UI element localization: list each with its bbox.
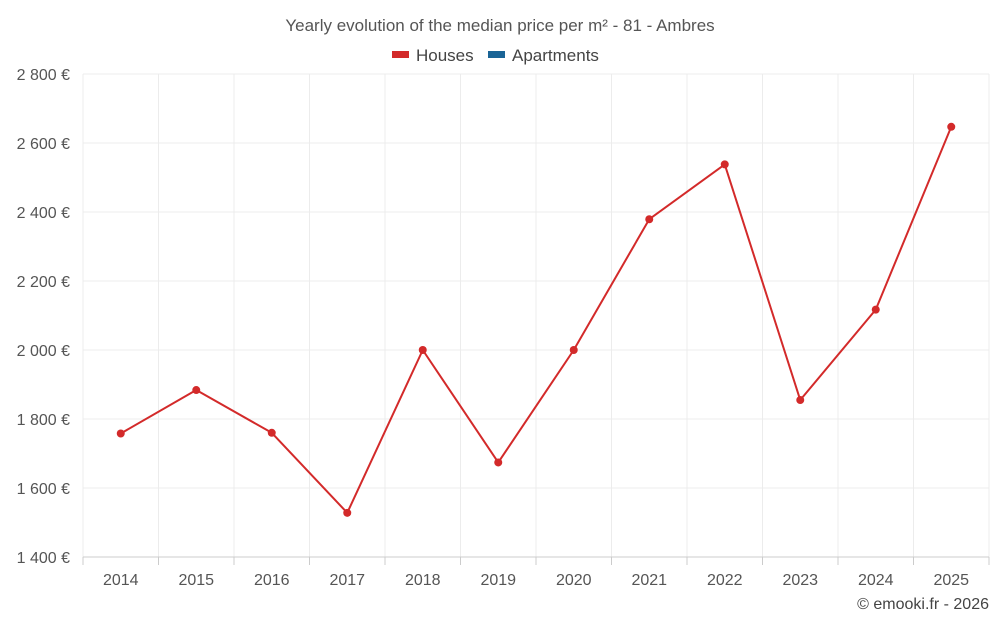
legend-item-apartments[interactable]: Apartments (488, 46, 599, 65)
legend-item-houses[interactable]: Houses (392, 46, 474, 65)
x-tick-label: 2020 (556, 572, 592, 589)
y-tick-label: 1 800 € (17, 412, 70, 429)
x-tick-label: 2015 (178, 572, 214, 589)
series-line-houses (120, 126, 953, 514)
grid (82, 73, 990, 557)
x-tick-label: 2019 (480, 572, 516, 589)
x-tick-label: 2024 (858, 572, 894, 589)
y-tick-label: 2 000 € (17, 343, 70, 360)
data-point[interactable] (645, 215, 654, 224)
y-tick-label: 1 600 € (17, 481, 70, 498)
legend-apartments-label: Apartments (512, 46, 599, 65)
data-point[interactable] (947, 122, 956, 131)
x-tick-label: 2021 (631, 572, 667, 589)
y-tick-label: 2 400 € (17, 205, 70, 222)
data-point[interactable] (192, 386, 201, 395)
series-houses (116, 122, 956, 517)
y-tick-label: 2 600 € (17, 136, 70, 153)
data-point[interactable] (418, 346, 427, 354)
y-axis-ticks: 1 400 € 1 600 € 1 800 € 2 000 € 2 200 € 2 400… (17, 67, 70, 567)
x-tick-label: 2016 (254, 572, 290, 589)
data-point[interactable] (720, 160, 729, 169)
data-point[interactable] (796, 396, 805, 405)
y-tick-label: 2 200 € (17, 274, 70, 291)
credit-text: © emooki.fr - 2026 (857, 596, 989, 613)
legend-apartments-swatch (488, 51, 505, 58)
data-point[interactable] (569, 346, 578, 354)
legend: Houses Apartments (392, 46, 599, 65)
data-point[interactable] (116, 429, 125, 438)
legend-houses-label: Houses (416, 46, 474, 65)
legend-houses-swatch (392, 51, 409, 58)
x-tick-label: 2023 (782, 572, 818, 589)
x-tick-label: 2025 (933, 572, 969, 589)
chart-title: Yearly evolution of the median price per… (285, 16, 714, 35)
data-point[interactable] (343, 508, 352, 517)
y-tick-label: 2 800 € (17, 67, 70, 84)
data-point[interactable] (871, 305, 880, 314)
x-tick-label: 2017 (329, 572, 365, 589)
x-tick-label: 2018 (405, 572, 441, 589)
x-tick-label: 2022 (707, 572, 743, 589)
data-point[interactable] (494, 458, 503, 467)
axes (82, 556, 990, 565)
x-tick-label: 2014 (103, 572, 139, 589)
x-axis-ticks: 2014 2015 2016 2017 2018 2019 2020 2021 2022 2023… (103, 572, 969, 589)
y-tick-label: 1 400 € (17, 550, 70, 567)
data-point[interactable] (267, 428, 276, 437)
